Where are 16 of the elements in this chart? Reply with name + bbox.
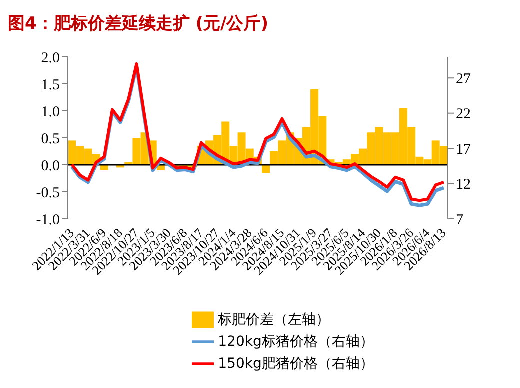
y-tick-label: 1.0 bbox=[41, 104, 60, 120]
legend-label: 150kg肥猪价格（右轴） bbox=[218, 356, 374, 372]
y-tick-label: -1.0 bbox=[36, 212, 60, 228]
chart-title: 图4：肥标价差延续走扩 (元/公斤) bbox=[8, 13, 270, 35]
y-tick-label: 2.0 bbox=[41, 50, 60, 66]
y-tick-label: 0.0 bbox=[41, 158, 60, 174]
y2-tick-label: 17 bbox=[456, 142, 472, 158]
y2-tick-label: 27 bbox=[456, 71, 472, 88]
y-tick-label: -0.5 bbox=[36, 185, 60, 202]
y-tick-label: 0.5 bbox=[41, 131, 60, 148]
y2-tick-label: 7 bbox=[456, 212, 464, 228]
legend-label: 120kg标猪价格（右轴） bbox=[218, 334, 374, 350]
y2-tick-label: 12 bbox=[456, 177, 471, 194]
y-tick-label: 1.5 bbox=[41, 77, 60, 94]
legend-label: 标肥价差（左轴） bbox=[218, 312, 330, 328]
y2-tick-label: 22 bbox=[456, 106, 471, 123]
